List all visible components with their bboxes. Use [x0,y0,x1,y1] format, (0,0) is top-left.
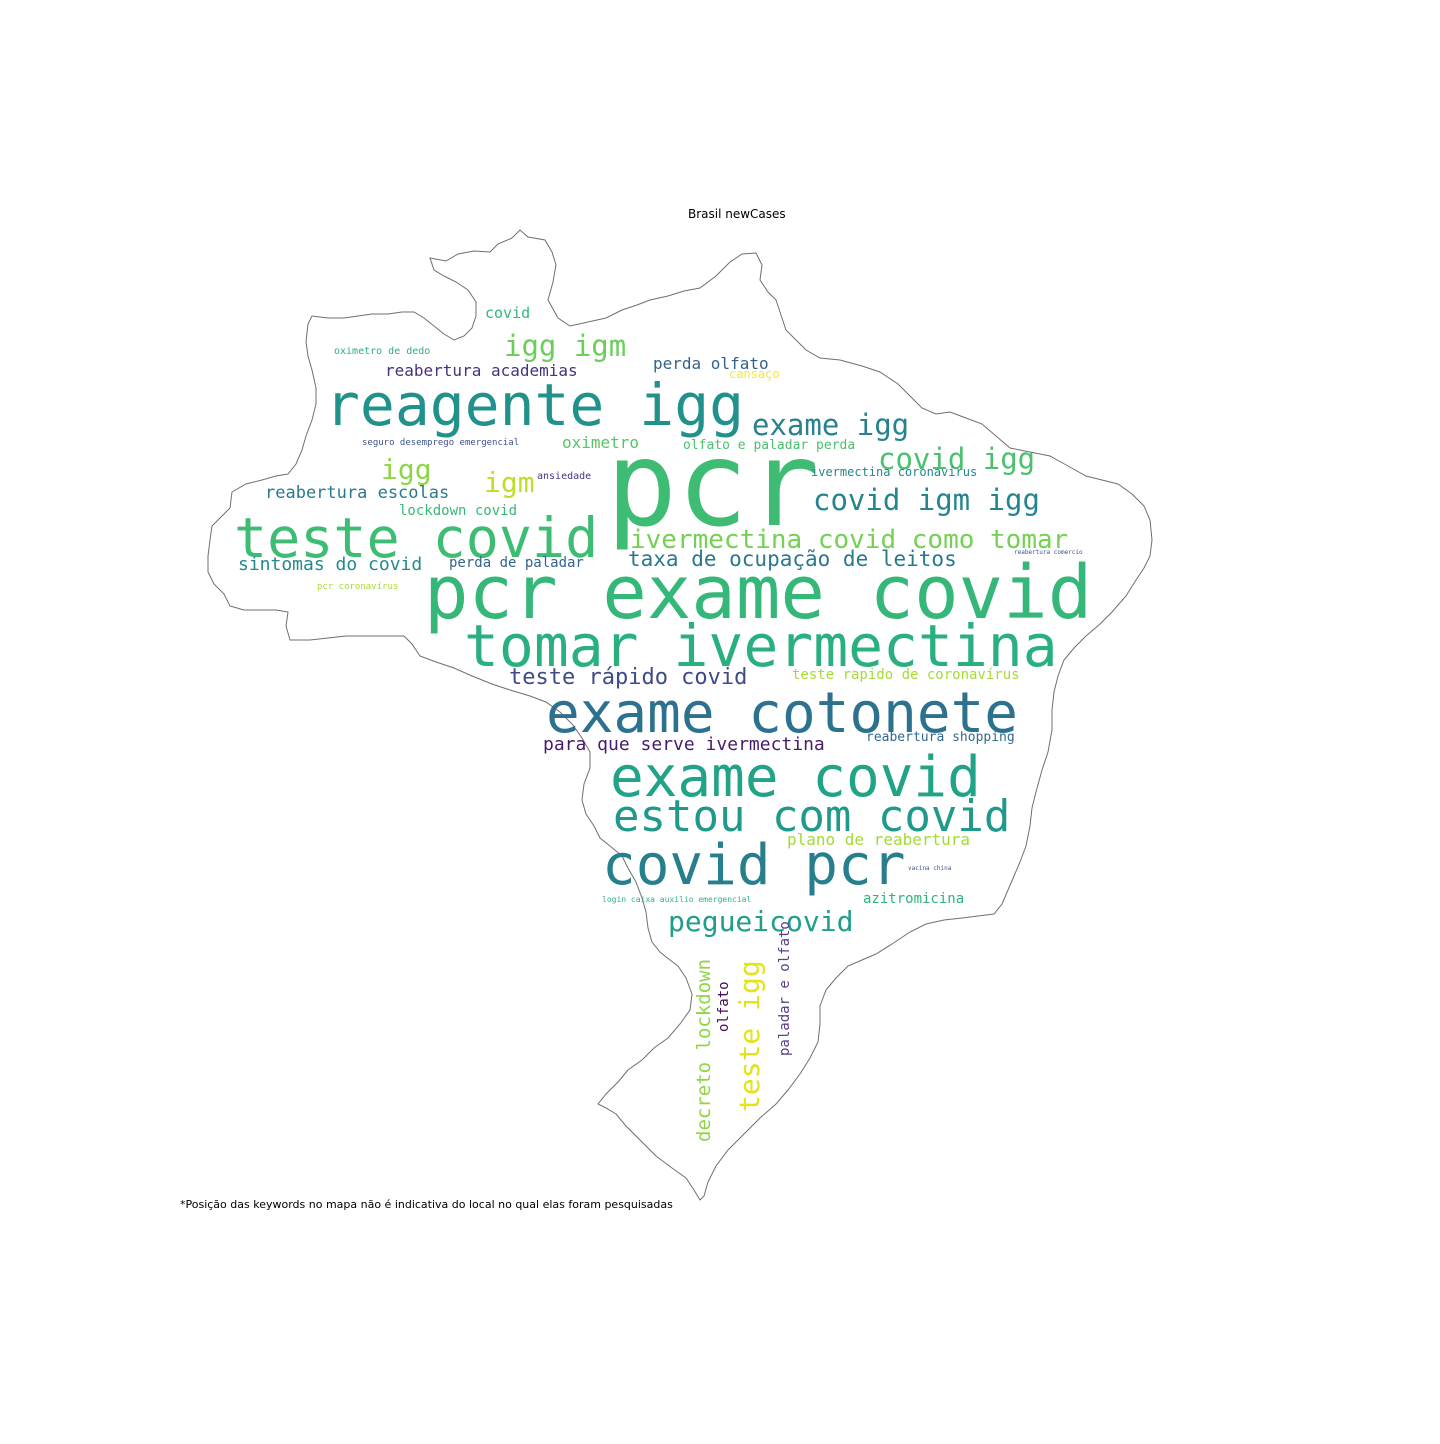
keyword-13: ivermectina covid como tomar [630,525,1068,555]
keyword-42: pcr coronavírus [317,582,398,592]
keyword-0: pcr [606,415,819,553]
keyword-2: tomar ivermectina [464,612,1058,680]
keyword-23: reabertura escolas [265,483,449,503]
keyword-37: ivermectina coronavírus [811,465,977,479]
keyword-34: paladar e olfato [777,921,793,1056]
keyword-17: igm [484,466,535,499]
keyword-21: decreto lockdown [693,959,715,1142]
keyword-3: reagente igg [325,371,744,439]
keyword-39: ansiedade [537,471,591,482]
keyword-31: covid [485,304,530,322]
keyword-35: olfato [716,981,732,1032]
keyword-41: seguro desemprego emergencial [362,438,519,448]
keyword-5: teste covid [234,506,598,570]
keyword-43: login caixa auxilio emergencial [602,895,751,904]
keyword-14: pegueicovid [668,905,853,938]
keyword-12: igg igm [504,329,626,363]
keyword-29: plano de reabertura [787,830,970,849]
keyword-27: perda de paladar [449,555,584,571]
keyword-11: covid igm igg [813,483,1040,517]
keyword-10: covid igg [878,442,1035,476]
brazil-map-outline [207,229,1153,1201]
keyword-18: taxa de ocupação de leitos [628,547,957,571]
keyword-36: olfato e paladar perda [683,438,855,453]
keyword-24: reabertura academias [385,361,578,380]
keyword-44: reabertura comercio [1014,549,1083,556]
keyword-32: reabertura shopping [866,730,1015,745]
keyword-28: teste rapido de coronavírus [792,667,1020,683]
keyword-38: cansaço [729,367,780,381]
keyword-26: lockdown covid [399,503,517,519]
keyword-40: oximetro de dedo [334,346,430,357]
keyword-22: para que serve ivermectina [543,734,825,755]
keyword-4: exame cotonete [546,681,1018,746]
keyword-8: covid pcr [602,833,905,898]
keyword-45: vacina china [908,865,952,872]
figure-title: Brasil newCases [688,207,786,221]
keyword-6: exame covid [610,745,981,810]
keyword-15: teste rápido covid [509,665,747,690]
keyword-30: oximetro [562,433,639,452]
keyword-19: sintomas do covid [238,554,422,575]
keyword-20: teste igg [733,960,766,1112]
keyword-9: exame igg [752,408,909,442]
footnote: *Posição das keywords no mapa não é indi… [180,1198,673,1211]
keyword-16: igg [381,453,432,486]
keyword-1: pcr exame covid [424,550,1092,636]
keyword-25: perda olfato [653,354,769,373]
keyword-7: estou com covid [613,791,1010,842]
keyword-33: azitromicina [863,891,964,907]
